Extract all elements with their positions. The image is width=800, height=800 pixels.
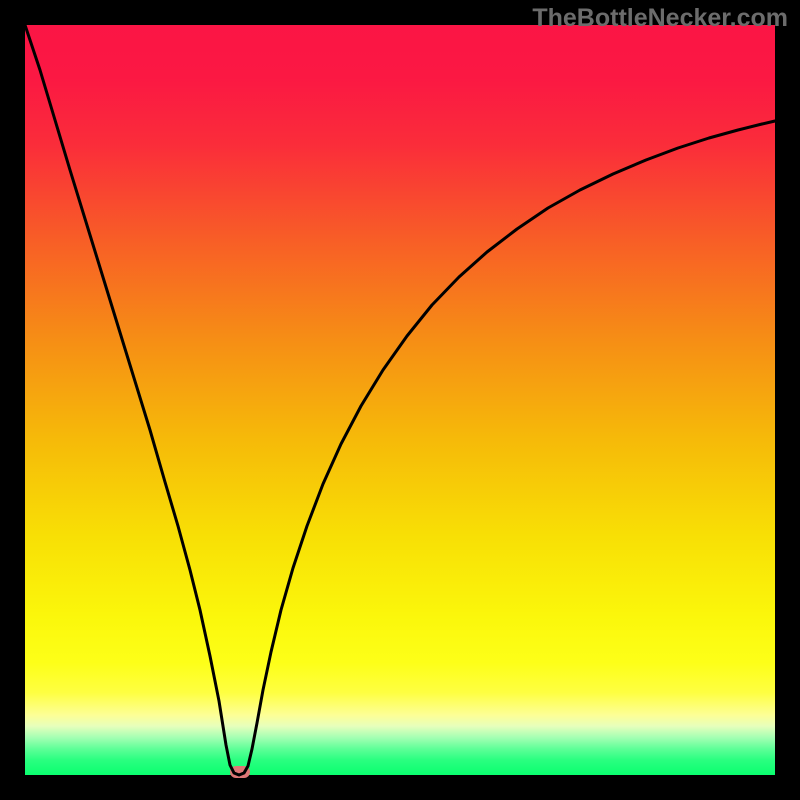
plot-area — [25, 25, 775, 775]
chart-container: TheBottleNecker.com — [0, 0, 800, 800]
attribution-watermark: TheBottleNecker.com — [532, 4, 788, 33]
chart-svg — [0, 0, 800, 800]
